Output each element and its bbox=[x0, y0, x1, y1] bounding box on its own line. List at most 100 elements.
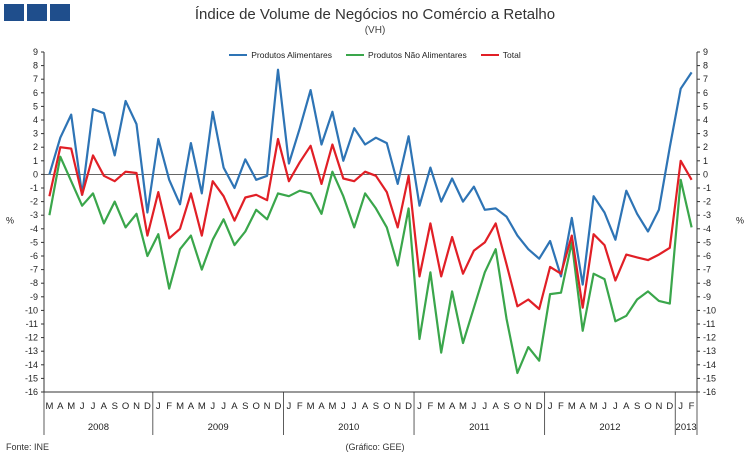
y-tick-label-left: 0 bbox=[33, 169, 38, 179]
x-month-label: D bbox=[666, 401, 673, 412]
y-tick-label-left: 4 bbox=[33, 115, 38, 125]
x-month-label: A bbox=[57, 401, 64, 412]
y-tick-label-right: 1 bbox=[703, 156, 708, 166]
y-tick-label-left: -6 bbox=[30, 251, 38, 261]
x-month-label: J bbox=[602, 401, 607, 412]
x-month-label: O bbox=[122, 401, 129, 412]
y-tick-label-left: -11 bbox=[26, 319, 38, 329]
x-month-label: F bbox=[166, 401, 172, 412]
y-tick-label-left: 7 bbox=[33, 74, 38, 84]
x-month-label: N bbox=[264, 401, 271, 412]
logo bbox=[4, 4, 70, 21]
x-month-label: J bbox=[287, 401, 292, 412]
x-month-label: A bbox=[318, 401, 325, 412]
y-tick-label-right: -12 bbox=[703, 333, 716, 343]
x-month-label: J bbox=[678, 401, 683, 412]
chart-legend: Produtos Alimentares Produtos Não Alimen… bbox=[0, 50, 750, 60]
source-note: Fonte: INE bbox=[6, 442, 50, 452]
y-axis-unit-left: % bbox=[6, 215, 14, 225]
x-month-label: M bbox=[459, 401, 467, 412]
y-tick-label-right: -7 bbox=[703, 265, 711, 275]
y-tick-label-right: -15 bbox=[703, 373, 716, 383]
x-month-label: J bbox=[417, 401, 422, 412]
x-month-label: O bbox=[644, 401, 651, 412]
x-month-label: J bbox=[482, 401, 487, 412]
x-year-label: 2009 bbox=[208, 422, 229, 433]
legend-item-nao-alimentares: Produtos Não Alimentares bbox=[346, 50, 467, 60]
x-month-label: N bbox=[525, 401, 532, 412]
x-month-label: F bbox=[558, 401, 564, 412]
y-tick-label-right: 9 bbox=[703, 47, 708, 57]
legend-swatch-total bbox=[480, 54, 499, 56]
chart-title: Índice de Volume de Negócios no Comércio… bbox=[194, 6, 556, 23]
y-tick-label-right: 0 bbox=[703, 169, 708, 179]
y-tick-label-left: -3 bbox=[30, 210, 38, 220]
x-month-label: J bbox=[472, 401, 477, 412]
y-tick-label-left: -14 bbox=[25, 360, 38, 370]
legend-item-total: Total bbox=[480, 50, 521, 60]
x-year-label: 2011 bbox=[469, 422, 489, 433]
x-month-label: A bbox=[231, 401, 238, 412]
x-month-label: J bbox=[352, 401, 357, 412]
y-tick-label-right: -14 bbox=[703, 360, 716, 370]
x-year-label: 2008 bbox=[88, 422, 109, 433]
y-tick-label-right: -2 bbox=[703, 197, 711, 207]
x-month-label: J bbox=[210, 401, 215, 412]
y-tick-label-right: -1 bbox=[703, 183, 711, 193]
x-month-label: A bbox=[623, 401, 630, 412]
y-tick-label-left: -8 bbox=[30, 278, 38, 288]
x-month-label: J bbox=[156, 401, 161, 412]
x-month-label: S bbox=[634, 401, 640, 412]
x-month-label: S bbox=[112, 401, 118, 412]
x-month-label: S bbox=[373, 401, 379, 412]
x-month-label: M bbox=[198, 401, 206, 412]
x-month-label: O bbox=[514, 401, 521, 412]
x-month-label: J bbox=[548, 401, 553, 412]
x-month-label: M bbox=[328, 401, 336, 412]
x-month-label: D bbox=[144, 401, 151, 412]
x-month-label: M bbox=[437, 401, 445, 412]
y-tick-label-right: -9 bbox=[703, 292, 711, 302]
x-month-label: M bbox=[590, 401, 598, 412]
y-tick-label-left: -10 bbox=[25, 305, 38, 315]
x-month-label: A bbox=[492, 401, 499, 412]
x-month-label: F bbox=[427, 401, 433, 412]
y-tick-label-left: -2 bbox=[30, 197, 38, 207]
y-tick-label-left: -16 bbox=[25, 387, 38, 397]
x-month-label: N bbox=[133, 401, 140, 412]
x-month-label: D bbox=[536, 401, 543, 412]
x-month-label: M bbox=[568, 401, 576, 412]
x-month-label: S bbox=[242, 401, 248, 412]
x-month-label: A bbox=[449, 401, 456, 412]
x-month-label: J bbox=[341, 401, 346, 412]
series-line-2 bbox=[48, 137, 693, 311]
series-line-1 bbox=[48, 155, 693, 375]
legend-swatch-alimentares bbox=[229, 54, 248, 56]
x-month-label: D bbox=[405, 401, 412, 412]
x-month-label: A bbox=[188, 401, 195, 412]
x-month-label: N bbox=[394, 401, 401, 412]
x-month-label: F bbox=[689, 401, 695, 412]
x-year-label: 2013 bbox=[676, 422, 697, 433]
legend-label-total: Total bbox=[502, 50, 521, 60]
logo-block bbox=[27, 4, 47, 21]
y-tick-label-right: 5 bbox=[703, 101, 708, 111]
y-tick-label-left: 8 bbox=[33, 61, 38, 71]
y-tick-label-right: -6 bbox=[703, 251, 711, 261]
x-month-label: J bbox=[613, 401, 618, 412]
x-month-label: J bbox=[91, 401, 96, 412]
legend-label-nao-alimentares: Produtos Não Alimentares bbox=[368, 50, 467, 60]
logo-block bbox=[4, 4, 24, 21]
y-tick-label-left: 5 bbox=[33, 101, 38, 111]
y-tick-label-right: 3 bbox=[703, 129, 708, 139]
y-tick-label-left: 6 bbox=[33, 88, 38, 98]
y-tick-label-right: 6 bbox=[703, 88, 708, 98]
x-month-label: O bbox=[383, 401, 390, 412]
y-tick-label-left: 1 bbox=[33, 156, 38, 166]
chart-credit: (Gráfico: GEE) bbox=[345, 442, 405, 452]
x-month-label: A bbox=[362, 401, 369, 412]
x-month-label: M bbox=[307, 401, 315, 412]
x-year-label: 2012 bbox=[599, 422, 620, 433]
x-month-label: A bbox=[101, 401, 108, 412]
